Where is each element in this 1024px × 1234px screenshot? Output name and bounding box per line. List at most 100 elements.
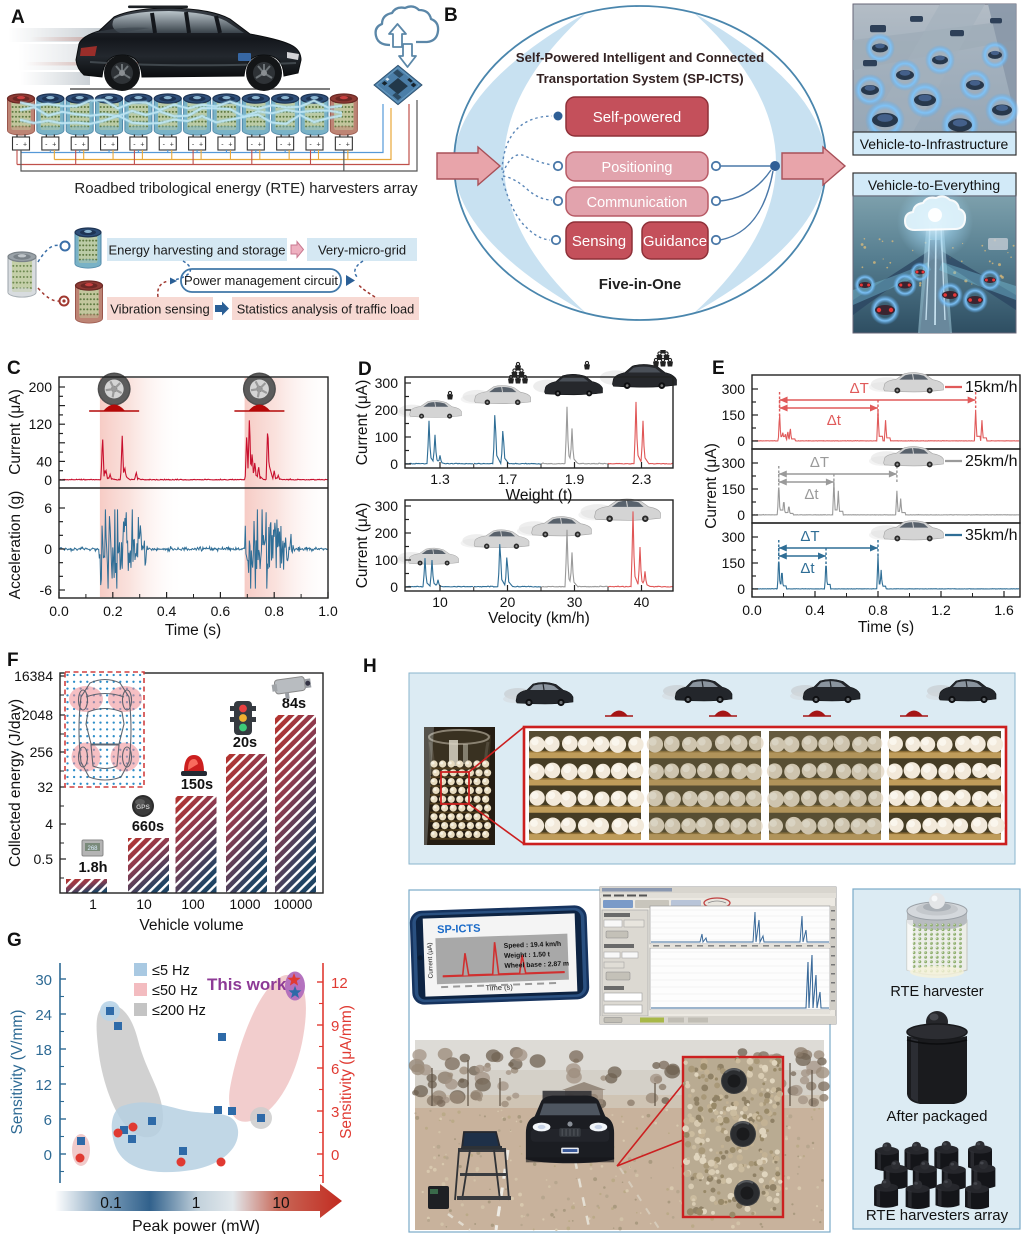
svg-text:Guidance: Guidance xyxy=(643,233,707,250)
svg-text:Current (μA): Current (μA) xyxy=(427,942,435,978)
svg-text:Collected energy (J/day): Collected energy (J/day) xyxy=(7,699,24,867)
svg-text:1.8h: 1.8h xyxy=(78,860,107,876)
svg-text:150: 150 xyxy=(722,481,746,497)
svg-text:3: 3 xyxy=(331,1104,339,1121)
svg-text:4: 4 xyxy=(45,816,53,832)
svg-text:F: F xyxy=(7,650,19,671)
svg-text:This work: This work xyxy=(207,975,287,994)
svg-text:268: 268 xyxy=(87,846,98,852)
svg-text:0.4: 0.4 xyxy=(157,603,177,619)
svg-text:40: 40 xyxy=(634,594,650,610)
svg-text:300: 300 xyxy=(722,381,746,397)
svg-text:24: 24 xyxy=(35,1007,52,1024)
svg-text:100: 100 xyxy=(375,429,399,445)
svg-text:0.2: 0.2 xyxy=(103,603,123,619)
svg-text:0.8: 0.8 xyxy=(868,602,888,618)
svg-text:6: 6 xyxy=(44,500,52,516)
svg-text:Communication: Communication xyxy=(587,195,688,211)
svg-text:-: - xyxy=(133,142,136,149)
svg-text:Positioning: Positioning xyxy=(602,160,673,176)
svg-text:1.2: 1.2 xyxy=(931,602,951,618)
svg-text:Self-Powered Intelligent and C: Self-Powered Intelligent and Connected xyxy=(516,50,764,65)
svg-text:-: - xyxy=(251,142,254,149)
svg-text:Δt: Δt xyxy=(804,486,819,503)
svg-text:-: - xyxy=(16,142,19,149)
svg-text:300: 300 xyxy=(375,375,399,391)
svg-text:GPS: GPS xyxy=(136,804,150,811)
svg-text:16384: 16384 xyxy=(14,668,53,684)
svg-text:12: 12 xyxy=(331,975,348,992)
svg-text:10000: 10000 xyxy=(274,896,313,912)
svg-text:0: 0 xyxy=(44,541,52,557)
svg-text:0: 0 xyxy=(737,433,745,449)
svg-text:1: 1 xyxy=(89,896,97,912)
svg-text:Acceleration (g): Acceleration (g) xyxy=(7,491,24,600)
svg-text:1.9: 1.9 xyxy=(565,471,585,487)
svg-text:Statistics analysis of traffic: Statistics analysis of traffic load xyxy=(237,302,415,317)
svg-text:40: 40 xyxy=(36,453,52,469)
svg-text:300: 300 xyxy=(722,529,746,545)
svg-text:Five-in-One: Five-in-One xyxy=(599,276,682,293)
svg-text:25km/h: 25km/h xyxy=(965,453,1017,470)
svg-text:-: - xyxy=(221,142,224,149)
svg-text:120: 120 xyxy=(29,416,53,432)
svg-text:0: 0 xyxy=(737,581,745,597)
svg-text:B: B xyxy=(444,5,458,26)
svg-text:Power management circuit: Power management circuit xyxy=(184,273,338,288)
svg-text:ΔT: ΔT xyxy=(800,528,819,545)
svg-text:Roadbed tribological energy (R: Roadbed tribological energy (RTE) harves… xyxy=(74,180,418,197)
svg-text:+: + xyxy=(82,142,86,149)
svg-text:300: 300 xyxy=(375,498,399,514)
svg-text:+: + xyxy=(23,142,27,149)
svg-text:18: 18 xyxy=(35,1042,52,1059)
svg-text:12: 12 xyxy=(35,1077,52,1094)
svg-text:≤5 Hz: ≤5 Hz xyxy=(152,963,190,979)
svg-text:Vibration sensing: Vibration sensing xyxy=(110,302,210,317)
svg-text:2048: 2048 xyxy=(22,707,53,723)
svg-text:Δt: Δt xyxy=(800,560,815,577)
svg-text:Sensitivity (μA/mm): Sensitivity (μA/mm) xyxy=(338,1005,355,1139)
svg-text:0.4: 0.4 xyxy=(805,602,825,618)
svg-text:10: 10 xyxy=(272,1195,290,1212)
svg-text:Current (μA): Current (μA) xyxy=(7,389,24,475)
svg-text:200: 200 xyxy=(375,525,399,541)
svg-text:Time (s): Time (s) xyxy=(858,619,914,636)
svg-text:Time (s): Time (s) xyxy=(165,622,221,639)
svg-text:ΔT: ΔT xyxy=(810,454,829,471)
svg-text:9: 9 xyxy=(331,1018,339,1035)
svg-text:15km/h: 15km/h xyxy=(965,379,1017,396)
svg-text:+: + xyxy=(346,142,350,149)
svg-text:35km/h: 35km/h xyxy=(965,527,1017,544)
svg-text:0.6: 0.6 xyxy=(211,603,231,619)
svg-text:0.0: 0.0 xyxy=(742,602,762,618)
svg-text:RTE harvester: RTE harvester xyxy=(890,984,983,1000)
svg-text:0: 0 xyxy=(390,456,398,472)
svg-text:Current (μA): Current (μA) xyxy=(354,380,371,466)
svg-text:Wheel base : 2.87 m: Wheel base : 2.87 m xyxy=(504,961,569,970)
svg-text:0: 0 xyxy=(44,472,52,488)
svg-text:+: + xyxy=(140,142,144,149)
svg-text:+: + xyxy=(287,142,291,149)
svg-text:32: 32 xyxy=(37,779,53,795)
svg-text:1.0: 1.0 xyxy=(318,603,338,619)
svg-text:Energy harvesting and storage: Energy harvesting and storage xyxy=(108,243,285,258)
svg-text:84s: 84s xyxy=(282,696,306,712)
svg-text:Sensitivity (V/mm): Sensitivity (V/mm) xyxy=(9,1010,26,1135)
svg-text:Transportation System (SP-ICTS: Transportation System (SP-ICTS) xyxy=(536,71,743,86)
svg-text:-: - xyxy=(339,142,342,149)
svg-text:150: 150 xyxy=(722,407,746,423)
svg-text:+: + xyxy=(111,142,115,149)
svg-text:6: 6 xyxy=(331,1061,339,1078)
svg-text:Δt: Δt xyxy=(827,412,842,429)
svg-text:100: 100 xyxy=(375,552,399,568)
svg-text:+: + xyxy=(228,142,232,149)
svg-text:Self-powered: Self-powered xyxy=(593,109,681,126)
svg-text:1.6: 1.6 xyxy=(994,602,1014,618)
svg-text:660s: 660s xyxy=(132,819,164,835)
svg-text:Vehicle-to-Infrastructure: Vehicle-to-Infrastructure xyxy=(860,136,1009,152)
svg-text:1.7: 1.7 xyxy=(498,471,518,487)
svg-text:2.3: 2.3 xyxy=(632,471,652,487)
svg-text:D: D xyxy=(358,359,372,380)
svg-text:Time (s): Time (s) xyxy=(485,983,513,993)
svg-text:Speed : 19.4 km/h: Speed : 19.4 km/h xyxy=(504,941,562,950)
